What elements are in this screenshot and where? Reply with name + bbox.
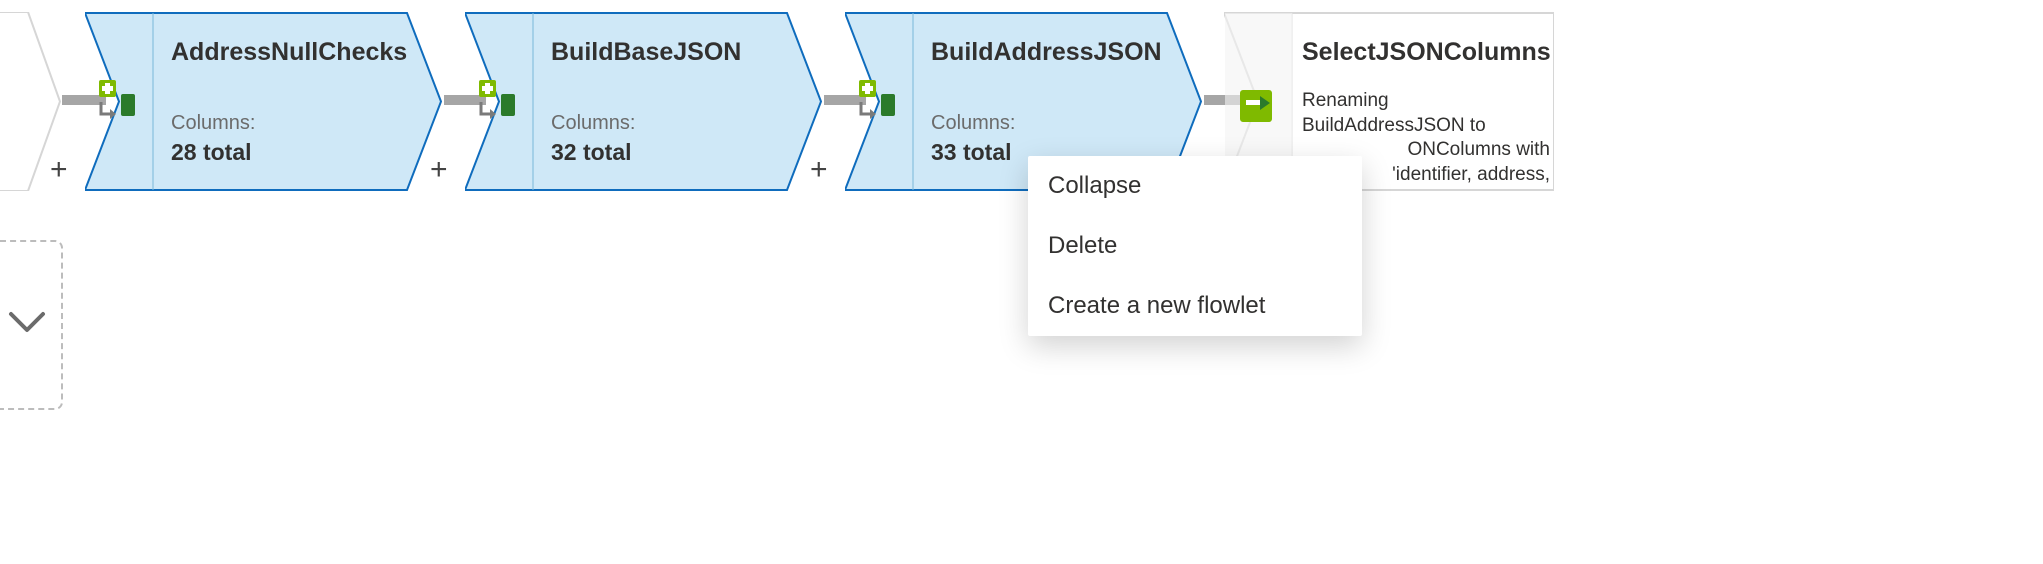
node-address-null-checks[interactable]: AddressNullChecks Columns: 28 total: [85, 12, 443, 191]
node-title: AddressNullChecks: [171, 38, 403, 67]
add-step-button-0[interactable]: +: [50, 153, 68, 187]
node-build-base-json[interactable]: BuildBaseJSON Columns: 32 total: [465, 12, 823, 191]
node-columns-label: Columns:: [931, 112, 1163, 135]
node-columns-label: Columns:: [171, 112, 403, 135]
node-title: SelectJSONColumns: [1302, 38, 1550, 67]
node-desc-line: BuildAddressJSON to: [1302, 114, 1550, 139]
add-step-button-1[interactable]: +: [430, 153, 448, 187]
node-title: BuildBaseJSON: [551, 38, 783, 67]
select-icon: [1240, 88, 1276, 124]
derived-column-icon: [97, 80, 139, 122]
chevron-down-icon[interactable]: [7, 310, 47, 335]
add-step-button-2[interactable]: +: [810, 153, 828, 187]
node-columns-label: Columns:: [551, 112, 783, 135]
ctx-item-create-flowlet[interactable]: Create a new flowlet: [1028, 276, 1362, 336]
context-menu: Collapse Delete Create a new flowlet: [1028, 156, 1362, 336]
node-title: BuildAddressJSON: [931, 38, 1163, 67]
ctx-item-collapse[interactable]: Collapse: [1028, 156, 1362, 216]
node-columns-total: 28 total: [171, 139, 403, 166]
derived-column-icon: [477, 80, 519, 122]
node-columns-total: 32 total: [551, 139, 783, 166]
node-desc-line: Renaming: [1302, 89, 1550, 114]
ctx-item-delete[interactable]: Delete: [1028, 216, 1362, 276]
derived-column-icon: [857, 80, 899, 122]
